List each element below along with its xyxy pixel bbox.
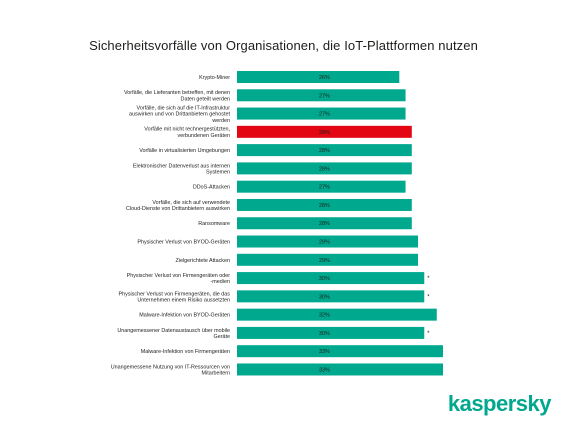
category-label: Physischer Verlust von Firmengeräten ode… xyxy=(127,273,231,285)
value-label: 26% xyxy=(319,75,330,81)
category-label: Malware-Infektion von Firmengeräten xyxy=(141,349,230,355)
value-label: 27% xyxy=(319,112,330,118)
value-label: 27% xyxy=(319,93,330,99)
bar xyxy=(237,290,425,303)
bar xyxy=(237,107,406,120)
value-label: 28% xyxy=(319,166,330,172)
bar xyxy=(237,272,425,285)
bar xyxy=(237,180,406,193)
value-label: 27% xyxy=(319,185,330,191)
category-label: Zielgerichtete Attacken xyxy=(175,258,230,264)
footnote-marker: * xyxy=(427,331,430,337)
kaspersky-logo: kaspersky xyxy=(447,391,552,416)
category-label: Vorfälle mit nicht rechnergestützten, ver… xyxy=(144,127,230,139)
value-label: 28% xyxy=(319,221,330,227)
value-label: 28% xyxy=(319,148,330,154)
value-label: 29% xyxy=(319,240,330,246)
category-label: Vorfälle, die Lieferanten betreffen, mit… xyxy=(124,90,230,102)
bar xyxy=(237,217,412,230)
value-label: 30% xyxy=(319,331,330,337)
category-label: DDoS-Attacken xyxy=(193,185,230,191)
bar xyxy=(237,162,412,175)
footnote-marker: * xyxy=(427,276,430,282)
value-label: 30% xyxy=(319,294,330,300)
category-label: Physischer Verlust von BYOD-Geräten xyxy=(137,240,230,246)
value-label: 28% xyxy=(319,203,330,209)
bar xyxy=(237,345,443,358)
bar xyxy=(237,71,400,83)
value-label: 29% xyxy=(319,258,330,264)
category-label: Ransomware xyxy=(198,221,230,227)
bar xyxy=(237,308,437,321)
category-label: Physischer Verlust von Firmengeräten, di… xyxy=(119,291,231,303)
bar xyxy=(237,363,443,376)
chart-title: Sicherheitsvorfälle von Organisationen, … xyxy=(89,38,478,53)
bar-highlight xyxy=(237,125,412,138)
value-label: 33% xyxy=(319,367,330,373)
category-label: Vorfälle, die sich auf verwendete Cloud-D… xyxy=(126,200,230,212)
category-label: Unangemessene Nutzung von IT-Ressourcen … xyxy=(111,364,230,376)
category-label: Unangemessener Datenaustausch über mobil… xyxy=(117,328,230,340)
bar xyxy=(237,144,412,157)
bar xyxy=(237,253,419,266)
value-label: 30% xyxy=(319,276,330,282)
value-label: 28% xyxy=(319,130,330,136)
bar xyxy=(237,198,412,211)
value-label: 33% xyxy=(319,349,330,355)
category-label: Malware-Infektion von BYOD-Geräten xyxy=(139,313,230,319)
category-label: Vorfälle in virtualisierten Umgebungen xyxy=(139,148,230,154)
bar xyxy=(237,235,419,248)
bar xyxy=(237,89,406,102)
bar xyxy=(237,326,425,339)
value-label: 32% xyxy=(319,313,330,319)
category-label: Krypto-Miner xyxy=(199,75,230,81)
footnote-marker: * xyxy=(427,294,430,300)
category-label: Elektronischer Datenverlust aus internen… xyxy=(133,163,230,175)
category-label: Vorfälle, die sich auf die IT-Infrastruk… xyxy=(129,105,230,123)
